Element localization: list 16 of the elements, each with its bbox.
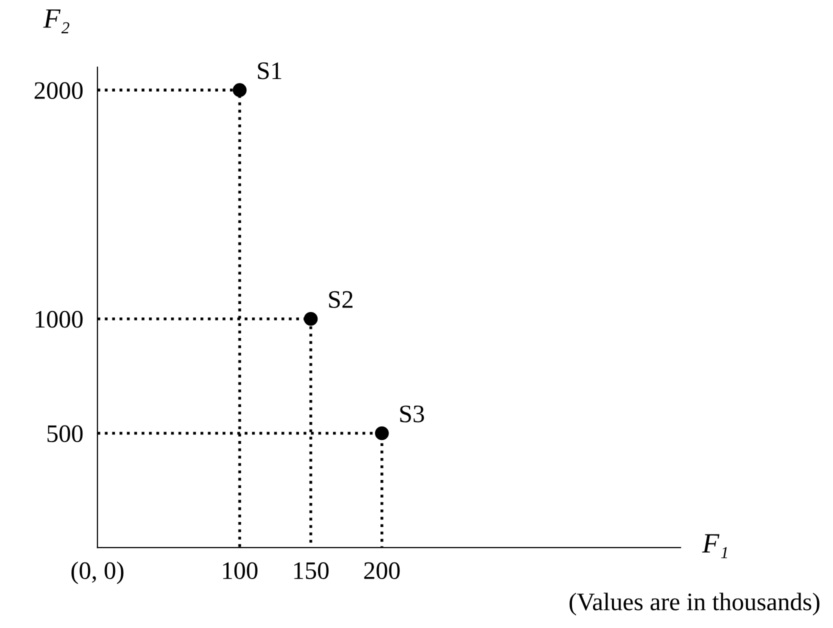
x-tick-label: 150: [294, 562, 329, 580]
annotation: S2: [329, 291, 352, 308]
x-tick-label: 200: [364, 562, 400, 580]
annotation: S1: [258, 62, 282, 80]
x-tick-label: 100: [223, 562, 258, 580]
point: [232, 83, 247, 97]
annotation: S3: [400, 406, 424, 422]
point: [304, 312, 318, 326]
y-axis-title: F₂: [43, 9, 70, 34]
y-tick-label: 2000: [34, 82, 83, 99]
x-tick-label: (0, 0): [71, 562, 124, 584]
text: (Values are in thousands): [570, 592, 820, 616]
point: [374, 426, 389, 440]
y-tick-label: 1000: [36, 310, 83, 328]
x-axis-title: F₁: [702, 534, 728, 558]
y-tick-label: 500: [48, 425, 83, 442]
